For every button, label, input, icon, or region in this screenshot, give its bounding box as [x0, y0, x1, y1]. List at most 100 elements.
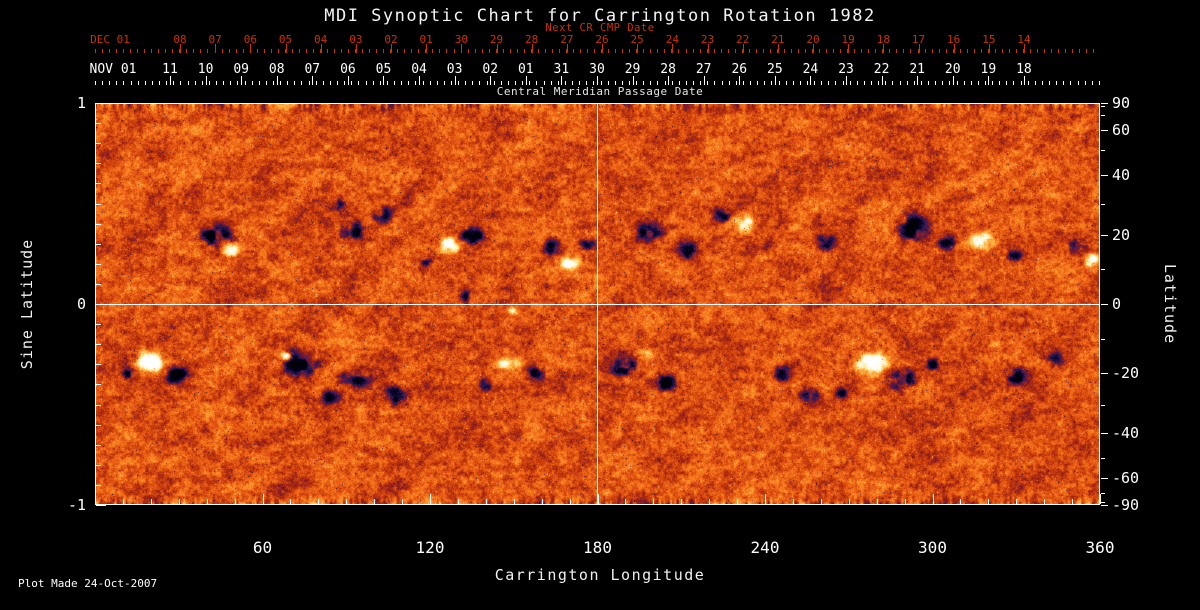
cmp-minor-tick [892, 81, 893, 85]
y-axis-label-right: Latitude [1161, 263, 1179, 345]
cmp-minor-tick [743, 81, 744, 85]
plot-made-note: Plot Made 24-Oct-2007 [18, 577, 158, 590]
cmp-major-tick [170, 76, 171, 85]
next-cr-minor-tick [608, 49, 609, 53]
cmp-minor-tick [601, 81, 602, 85]
cmp-minor-tick [921, 81, 922, 85]
next-cr-minor-tick [1093, 49, 1094, 53]
x-major-tick [598, 494, 599, 504]
next-cr-minor-tick [974, 49, 975, 53]
cmp-date-label: 22 [873, 62, 890, 77]
cmp-major-tick [846, 76, 847, 85]
cmp-minor-tick [237, 81, 238, 85]
x-minor-tick [486, 499, 487, 504]
next-cr-minor-tick [306, 49, 307, 53]
cmp-minor-tick [131, 81, 132, 85]
next-cr-minor-tick [313, 49, 314, 53]
next-cr-date-label: 23 [700, 33, 715, 46]
cmp-minor-tick [266, 81, 267, 85]
next-cr-minor-tick [693, 49, 694, 53]
next-cr-minor-tick [826, 49, 827, 53]
cmp-major-tick [1024, 76, 1025, 85]
x-major-tick [1100, 494, 1101, 504]
next-cr-major-tick [919, 44, 920, 53]
cmp-minor-tick [273, 81, 274, 85]
next-cr-minor-tick [629, 49, 630, 53]
cmp-minor-tick [999, 81, 1000, 85]
next-cr-minor-tick [1023, 49, 1024, 53]
cmp-minor-tick [280, 81, 281, 85]
x-minor-tick [207, 499, 208, 504]
cmp-minor-tick [686, 81, 687, 85]
cmp-minor-tick [415, 81, 416, 85]
cmp-minor-tick [501, 81, 502, 85]
cmp-date-label: 21 [909, 62, 925, 77]
cmp-minor-tick [394, 81, 395, 85]
next-cr-minor-tick [257, 49, 258, 53]
next-cr-minor-tick [383, 49, 384, 53]
next-cr-minor-tick [369, 49, 370, 53]
cmp-minor-tick [1092, 81, 1093, 85]
right-major-tick [1101, 175, 1108, 176]
cmp-minor-tick [1063, 81, 1064, 85]
next-cr-minor-tick [1002, 49, 1003, 53]
next-cr-minor-tick [130, 49, 131, 53]
cmp-minor-tick [636, 81, 637, 85]
next-cr-date-label: 19 [841, 33, 855, 46]
next-cr-minor-tick [819, 49, 820, 53]
cmp-minor-tick [971, 81, 972, 85]
next-cr-date-label: 15 [982, 33, 996, 46]
left-minor-tick [96, 384, 101, 385]
cmp-date-label: 06 [340, 62, 356, 77]
next-cr-minor-tick [889, 49, 890, 53]
cmp-major-tick [704, 76, 705, 85]
next-cr-minor-tick [566, 49, 567, 53]
chart-title: MDI Synoptic Chart for Carrington Rotati… [324, 6, 876, 26]
next-cr-minor-tick [264, 49, 265, 53]
cmp-minor-tick [401, 81, 402, 85]
cmp-major-tick [277, 76, 278, 85]
next-cr-minor-tick [953, 49, 954, 53]
cmp-minor-tick [1070, 81, 1071, 85]
x-minor-tick [514, 499, 515, 504]
y-axis-label-left: Sine Latitude [18, 238, 36, 370]
next-cr-axis-label: Next CR CMP Date [545, 22, 655, 34]
cmp-date-label: 28 [660, 62, 676, 77]
cmp-minor-tick [544, 81, 545, 85]
cmp-minor-tick [978, 81, 979, 85]
cmp-minor-tick [1049, 81, 1050, 85]
next-cr-minor-tick [735, 49, 736, 53]
cmp-major-tick [561, 76, 562, 85]
next-cr-minor-tick [1009, 49, 1010, 53]
next-cr-minor-tick [1058, 49, 1059, 53]
cmp-major-tick [988, 76, 989, 85]
right-minor-tick [1101, 405, 1105, 406]
cmp-minor-tick [444, 81, 445, 85]
next-cr-minor-tick [299, 49, 300, 53]
cmp-minor-tick [843, 81, 844, 85]
x-tick-label: 180 [583, 538, 612, 557]
cmp-date-label: 23 [838, 62, 854, 77]
next-cr-minor-tick [320, 49, 321, 53]
cmp-minor-tick [871, 81, 872, 85]
cmp-minor-tick [344, 81, 345, 85]
next-cr-minor-tick [200, 49, 201, 53]
cmp-minor-tick [223, 81, 224, 85]
cmp-minor-tick [472, 81, 473, 85]
next-cr-minor-tick [882, 49, 883, 53]
cmp-date-label: 27 [695, 62, 712, 77]
cmp-date-label: 09 [233, 62, 249, 77]
cmp-major-tick [597, 76, 598, 85]
cmp-minor-tick [95, 81, 96, 85]
cmp-date-label: 26 [731, 62, 748, 77]
cmp-minor-tick [907, 81, 908, 85]
next-cr-minor-tick [749, 49, 750, 53]
cmp-date-label: 18 [1016, 62, 1032, 77]
next-cr-minor-tick [910, 49, 911, 53]
cmp-minor-tick [202, 81, 203, 85]
cmp-minor-tick [821, 81, 822, 85]
next-cr-minor-tick [243, 49, 244, 53]
next-cr-date-label: 24 [665, 33, 679, 46]
cmp-minor-tick [287, 81, 288, 85]
cmp-major-tick [739, 76, 740, 85]
